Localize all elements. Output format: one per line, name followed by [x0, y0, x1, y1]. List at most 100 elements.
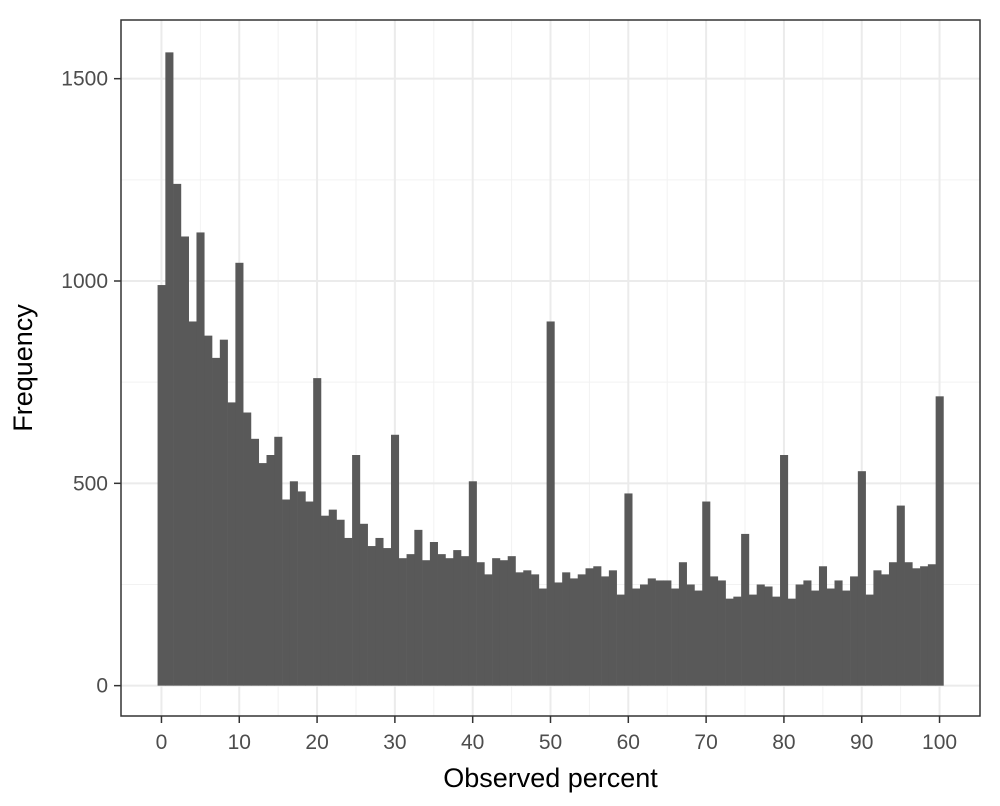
histogram-bar: [647, 578, 656, 686]
histogram-bar: [468, 481, 477, 686]
histogram-bar: [803, 580, 812, 686]
y-tick-label: 1000: [61, 270, 108, 293]
x-tick-label: 60: [617, 731, 640, 754]
histogram-bar: [756, 584, 765, 686]
histogram-bar: [601, 576, 610, 686]
histogram-bar: [888, 562, 898, 686]
histogram-bar: [359, 523, 368, 686]
histogram-bar: [850, 576, 859, 686]
histogram-bar: [266, 455, 275, 686]
histogram-bar: [243, 412, 252, 686]
histogram-bar: [554, 582, 563, 686]
histogram-bar: [390, 434, 400, 686]
histogram-bar: [795, 584, 804, 686]
histogram-bar: [741, 533, 750, 686]
histogram-bar: [453, 550, 462, 686]
histogram-bar: [227, 402, 236, 686]
histogram-bar: [927, 564, 936, 686]
histogram-bar: [305, 501, 314, 686]
histogram-bar: [671, 588, 680, 686]
histogram-bar: [313, 378, 322, 686]
histogram-bar: [639, 584, 649, 686]
histogram-bar: [492, 558, 501, 686]
histogram-bar: [717, 580, 726, 686]
histogram-bar: [811, 590, 820, 686]
histogram-bar: [694, 590, 703, 686]
x-axis-title: Observed percent: [443, 763, 658, 793]
histogram-bar: [398, 558, 407, 686]
histogram-bar: [157, 285, 166, 686]
histogram-bar: [180, 236, 189, 686]
histogram-bar: [733, 596, 742, 686]
x-tick-label: 100: [922, 731, 957, 754]
histogram-bar: [585, 568, 594, 686]
histogram-bar: [710, 576, 719, 686]
x-tick-label: 40: [461, 731, 484, 754]
histogram-bar: [414, 529, 423, 686]
histogram-bar: [655, 580, 664, 686]
histogram-bar: [608, 570, 617, 686]
x-tick-label: 10: [228, 731, 251, 754]
histogram-bar: [904, 562, 913, 686]
histogram-bar: [212, 357, 221, 686]
y-axis-ticks: 0 500 1000 1500: [61, 68, 121, 698]
histogram-bar: [772, 596, 781, 686]
histogram-bar: [935, 396, 944, 686]
histogram-bar: [920, 566, 929, 686]
histogram-bar: [422, 560, 431, 686]
histogram-bar: [437, 554, 446, 686]
histogram-bar: [764, 586, 773, 686]
histogram-bar: [865, 594, 874, 686]
histogram-bar: [546, 321, 555, 686]
histogram-bar: [352, 455, 361, 686]
histogram-bar: [896, 505, 905, 686]
histogram-bar: [748, 594, 757, 686]
histogram-bars: [157, 52, 944, 686]
histogram-bar: [328, 509, 337, 686]
y-tick-label: 0: [96, 675, 108, 698]
histogram-bar: [258, 463, 267, 686]
histogram-bar: [188, 321, 197, 686]
histogram-bar: [538, 588, 547, 686]
histogram-bar: [289, 481, 298, 686]
histogram-bar: [725, 598, 734, 686]
histogram-bar: [429, 542, 438, 686]
histogram-bar: [336, 519, 345, 686]
histogram-bar: [204, 335, 213, 686]
x-tick-label: 20: [305, 731, 328, 754]
histogram-bar: [912, 568, 921, 686]
histogram-bar: [219, 339, 228, 686]
x-tick-label: 70: [694, 731, 717, 754]
x-tick-label: 80: [772, 731, 795, 754]
histogram-bar: [367, 546, 376, 686]
x-axis-ticks: 0 10 20 30 40 50 60 70 80 90 100: [156, 716, 957, 754]
histogram-bar: [593, 566, 602, 686]
histogram-bar: [857, 471, 866, 686]
histogram-bar: [873, 570, 882, 686]
histogram-bar: [484, 574, 493, 686]
histogram-bar: [499, 560, 508, 686]
histogram-bar: [577, 574, 586, 686]
x-tick-label: 50: [539, 731, 562, 754]
histogram-bar: [531, 574, 540, 686]
x-tick-label: 90: [850, 731, 873, 754]
histogram-bar: [461, 556, 470, 686]
histogram-bar: [282, 499, 291, 686]
histogram-bar: [383, 548, 392, 686]
histogram-bar: [834, 580, 843, 686]
histogram-bar: [842, 590, 851, 686]
histogram-bar: [173, 183, 182, 686]
y-tick-label: 1500: [61, 68, 108, 91]
histogram-bar: [235, 262, 244, 686]
histogram-bar: [515, 572, 524, 686]
histogram-bar: [663, 580, 672, 686]
histogram-bar: [320, 515, 330, 686]
histogram-bar: [787, 598, 796, 686]
histogram-bar: [445, 558, 454, 686]
y-axis-title: Frequency: [8, 304, 38, 432]
histogram-bar: [344, 537, 353, 686]
histogram-bar: [678, 562, 687, 686]
histogram-bar: [881, 574, 890, 686]
histogram-bar: [569, 578, 579, 686]
